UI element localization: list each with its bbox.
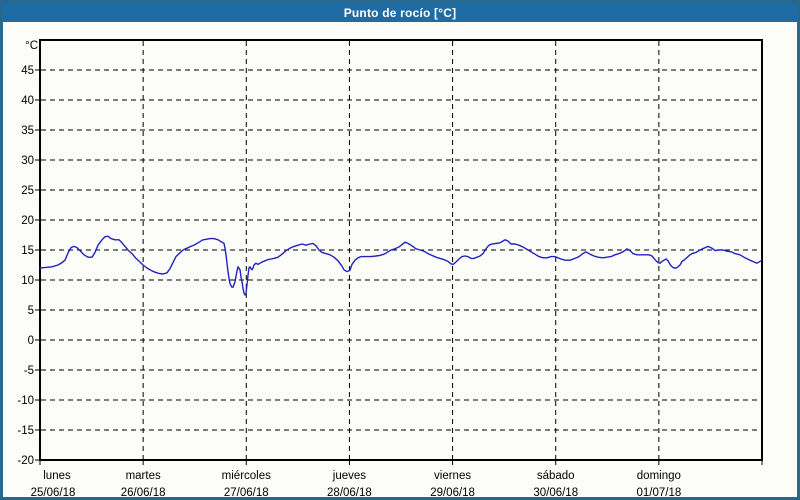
x-day-label: martes — [126, 470, 161, 482]
x-date-label: 27/06/18 — [224, 487, 269, 499]
x-date-label: 01/07/18 — [636, 487, 681, 499]
x-day-label: viernes — [434, 470, 471, 482]
y-axis-label: 0 — [28, 335, 34, 347]
y-axis-label: 35 — [21, 125, 34, 137]
x-date-label: 26/06/18 — [121, 487, 166, 499]
y-axis-label: 25 — [21, 185, 34, 197]
x-date-label: 25/06/18 — [31, 487, 76, 499]
y-axis-label: -20 — [17, 455, 34, 467]
x-day-label: domingo — [637, 470, 681, 482]
x-day-label: miércoles — [222, 470, 271, 482]
y-axis-label: 15 — [21, 245, 34, 257]
y-axis-label: 45 — [21, 65, 34, 77]
x-date-label: 29/06/18 — [430, 487, 475, 499]
y-axis-label: 5 — [28, 305, 34, 317]
chart-title-bar: Punto de rocío [°C] — [3, 3, 797, 22]
y-axis-label: 20 — [21, 215, 34, 227]
series-line — [39, 235, 762, 296]
y-axis-label: 30 — [21, 155, 34, 167]
x-day-label: lunes — [43, 470, 71, 482]
y-axis-label: -5 — [24, 365, 34, 377]
y-unit-label: °C — [25, 40, 38, 52]
x-day-label: jueves — [332, 470, 366, 482]
plot-border — [39, 39, 763, 461]
y-axis-label: 10 — [21, 275, 34, 287]
y-axis-label: -15 — [17, 425, 34, 437]
y-axis-label: 40 — [21, 95, 34, 107]
y-axis-label: -10 — [17, 395, 34, 407]
chart-title: Punto de rocío [°C] — [343, 5, 457, 20]
x-day-label: sábado — [537, 470, 575, 482]
x-date-label: 30/06/18 — [533, 487, 578, 499]
x-date-label: 28/06/18 — [327, 487, 372, 499]
